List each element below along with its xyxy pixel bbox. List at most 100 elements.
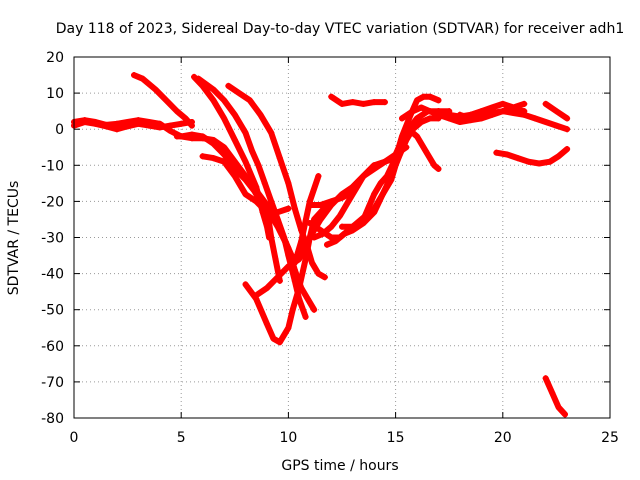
y-tick-label: -30 [41, 231, 64, 247]
data-point [268, 129, 275, 136]
data-point [253, 187, 260, 194]
data-point [231, 137, 238, 144]
data-point [332, 238, 339, 245]
data-point [328, 234, 335, 241]
data-point [446, 111, 453, 118]
data-point [317, 227, 324, 234]
data-point [124, 118, 131, 125]
data-point [210, 155, 217, 162]
data-point [339, 223, 345, 230]
data-point [306, 202, 313, 209]
x-tick-label: 10 [279, 430, 297, 446]
data-point [420, 93, 427, 100]
data-point [499, 108, 506, 115]
data-point [336, 212, 343, 219]
data-point [296, 285, 303, 292]
data-point [291, 266, 298, 273]
data-point [113, 120, 120, 127]
data-point [210, 97, 217, 104]
data-point [285, 205, 292, 212]
data-point [328, 198, 335, 205]
data-point [379, 191, 386, 198]
data-point [399, 137, 406, 144]
data-point [221, 115, 228, 122]
data-point [345, 198, 352, 205]
data-point [289, 306, 296, 313]
data-point [377, 180, 384, 187]
data-point [414, 115, 421, 122]
data-point [381, 99, 388, 106]
data-point [315, 270, 322, 277]
data-point [221, 97, 228, 104]
data-point [285, 245, 292, 252]
data-point [542, 100, 549, 107]
data-point [302, 256, 309, 263]
data-point [156, 120, 163, 127]
data-point [221, 158, 228, 165]
data-point [285, 263, 292, 270]
data-point [276, 339, 283, 346]
data-point [360, 173, 367, 180]
y-tick-label: -60 [41, 339, 64, 355]
data-point [274, 209, 281, 216]
data-point [270, 335, 277, 342]
data-point [199, 153, 206, 160]
data-point [253, 198, 260, 205]
data-point [199, 133, 206, 140]
data-point [341, 230, 348, 237]
data-point [304, 295, 311, 302]
y-tick-label: -10 [41, 158, 64, 174]
data-point [435, 108, 442, 115]
data-point [349, 223, 356, 230]
y-tick-label: -50 [41, 303, 64, 319]
data-point [225, 82, 232, 89]
data-point [467, 115, 474, 122]
data-point [306, 220, 313, 227]
data-point [555, 153, 562, 160]
data-point [311, 216, 318, 223]
data-point [478, 113, 485, 120]
data-point [542, 375, 549, 382]
data-point [263, 321, 270, 328]
data-point [499, 100, 506, 107]
data-point [321, 274, 328, 281]
data-point [263, 202, 270, 209]
data-point [371, 162, 378, 169]
data-point [242, 281, 249, 288]
data-point [242, 174, 249, 181]
data-point [339, 194, 345, 201]
data-point [521, 100, 528, 107]
data-point [236, 90, 243, 97]
data-point [255, 162, 262, 169]
data-point [242, 191, 249, 198]
series-arc-25 [542, 375, 568, 418]
y-axis-label: SDTVAR / TECUs [6, 181, 22, 296]
data-point [276, 155, 283, 162]
data-point [564, 126, 571, 133]
data-point [268, 198, 275, 205]
data-point [173, 108, 180, 115]
data-point [549, 389, 556, 396]
data-point [248, 147, 255, 154]
data-point [210, 140, 217, 147]
data-point [263, 223, 270, 230]
data-point [298, 227, 305, 234]
data-point [152, 86, 159, 93]
data-point [409, 108, 416, 115]
data-point [525, 158, 532, 165]
data-point [489, 109, 496, 116]
data-point [426, 93, 433, 100]
data-point [422, 147, 429, 154]
data-point [489, 104, 496, 111]
y-tick-label: -80 [41, 411, 64, 427]
data-point [456, 111, 463, 118]
data-point [311, 306, 318, 313]
x-tick-label: 20 [494, 430, 512, 446]
data-point [414, 97, 421, 104]
data-point [418, 118, 425, 125]
y-tick-label: -20 [41, 194, 64, 210]
data-point [274, 220, 281, 227]
data-point [478, 108, 485, 115]
series-layer [71, 72, 571, 418]
